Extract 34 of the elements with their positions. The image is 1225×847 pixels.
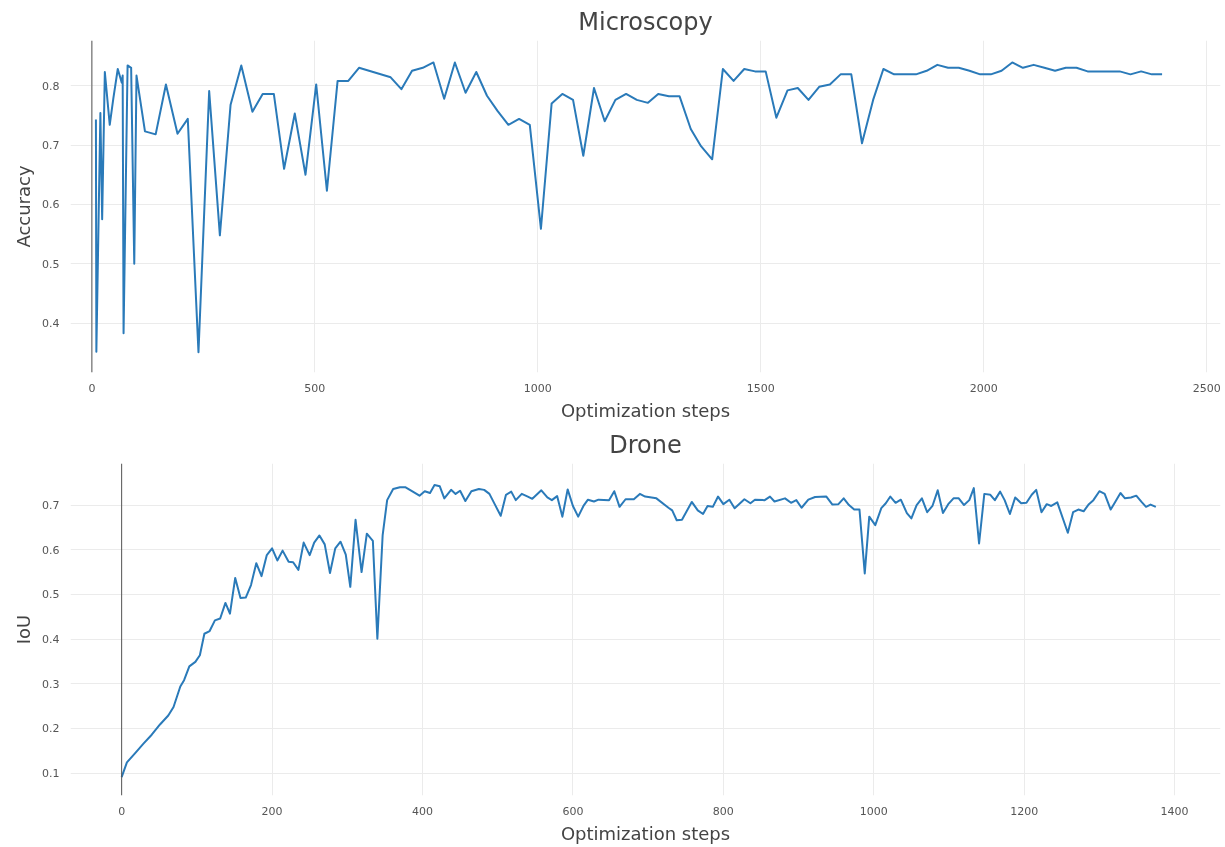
y-tick-label: 0.4 — [42, 633, 60, 647]
x-axis-title: Optimization steps — [560, 822, 731, 844]
y-tick-label: 0.7 — [42, 499, 60, 513]
chart-title: Microscopy — [578, 7, 713, 36]
x-tick-label: 400 — [412, 804, 433, 818]
x-tick-label: 500 — [304, 381, 326, 395]
line-series — [94, 61, 1164, 354]
chart-title: Drone — [609, 430, 682, 459]
x-tick-label: 2500 — [1192, 381, 1221, 395]
y-tick-label: 0.5 — [42, 588, 60, 602]
x-tick-label: 1200 — [1010, 804, 1039, 818]
y-axis-title: IoU — [13, 614, 35, 645]
y-tick-label: 0.6 — [42, 198, 60, 212]
y-tick-label: 0.2 — [42, 722, 60, 736]
y-tick-label: 0.6 — [42, 543, 60, 557]
y-axis-title: Accuracy — [13, 165, 35, 248]
x-axis-title: Optimization steps — [560, 399, 731, 421]
x-tick-label: 600 — [562, 804, 584, 818]
line-series — [120, 483, 1157, 779]
x-tick-label: 200 — [261, 804, 283, 818]
y-tick-label: 0.8 — [42, 79, 60, 93]
x-tick-label: 1500 — [746, 381, 775, 395]
x-tick-label: 1000 — [859, 804, 888, 818]
y-tick-label: 0.4 — [42, 317, 60, 331]
x-tick-label: 0 — [88, 381, 96, 395]
x-tick-label: 1000 — [523, 381, 552, 395]
x-tick-label: 0 — [118, 804, 126, 818]
y-tick-label: 0.1 — [42, 767, 60, 781]
y-tick-label: 0.3 — [42, 677, 60, 691]
y-tick-label: 0.7 — [42, 139, 60, 153]
x-tick-label: 800 — [712, 804, 734, 818]
y-tick-label: 0.5 — [42, 257, 60, 271]
x-tick-label: 2000 — [969, 381, 998, 395]
x-tick-label: 1400 — [1160, 804, 1189, 818]
